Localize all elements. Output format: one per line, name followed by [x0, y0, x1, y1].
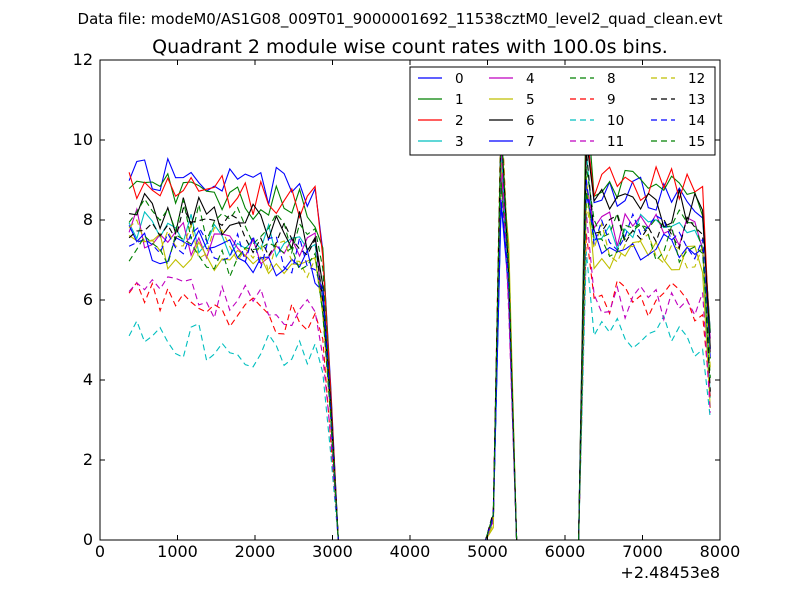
series-line-1 [128, 93, 711, 541]
legend-frame [409, 66, 716, 156]
y-tick-label: 12 [73, 50, 93, 69]
x-tick-label: 1000 [157, 542, 198, 561]
legend-label-6: 6 [526, 113, 535, 129]
y-tick-label: 8 [83, 210, 93, 229]
series-layer [128, 93, 711, 541]
x-tick-label: 8000 [700, 542, 741, 561]
legend-label-0: 0 [455, 71, 464, 87]
legend-label-10: 10 [607, 113, 624, 129]
x-tick-label: 4000 [390, 542, 431, 561]
legend-label-2: 2 [455, 113, 464, 129]
x-tick-label: 7000 [622, 542, 663, 561]
x-tick-label: 0 [95, 542, 105, 561]
y-tick-label: 6 [83, 290, 93, 309]
series-line-5 [128, 160, 711, 541]
series-line-11 [128, 144, 711, 541]
legend-label-15: 15 [688, 134, 705, 150]
series-line-10 [128, 144, 711, 541]
x-tick-label: 2000 [235, 542, 276, 561]
legend-label-8: 8 [607, 71, 616, 87]
x-tick-label: 3000 [312, 542, 353, 561]
series-line-14 [128, 179, 711, 541]
legend-label-1: 1 [455, 92, 464, 108]
x-offset-label: +2.48453e8 [620, 563, 720, 582]
legend-label-11: 11 [607, 134, 624, 150]
y-tick-label: 4 [83, 370, 93, 389]
series-line-13 [128, 120, 711, 541]
legend-label-3: 3 [455, 134, 464, 150]
x-tick-label: 6000 [545, 542, 586, 561]
chart-title: Quadrant 2 module wise count rates with … [152, 36, 668, 58]
legend-label-13: 13 [688, 92, 705, 108]
y-tick-label: 10 [73, 130, 93, 149]
y-tick-label: 2 [83, 450, 93, 469]
legend-label-12: 12 [688, 71, 705, 87]
legend-label-7: 7 [526, 134, 535, 150]
x-axis: 0 1000 2000 3000 4000 5000 6000 7000 8000 [95, 60, 740, 561]
chart-suptitle: Data file: modeM0/AS1G08_009T01_90000016… [78, 10, 723, 29]
series-line-3 [128, 151, 711, 541]
series-line-8 [128, 166, 711, 541]
series-line-12 [128, 100, 711, 541]
series-line-9 [128, 105, 711, 541]
series-line-4 [128, 163, 711, 541]
legend-label-5: 5 [526, 92, 535, 108]
y-tick-label: 0 [83, 530, 93, 549]
legend-label-9: 9 [607, 92, 616, 108]
series-line-0 [128, 122, 711, 541]
series-line-7 [128, 194, 711, 541]
x-tick-label: 5000 [467, 542, 508, 561]
legend-label-14: 14 [688, 113, 705, 129]
legend-label-4: 4 [526, 71, 535, 87]
